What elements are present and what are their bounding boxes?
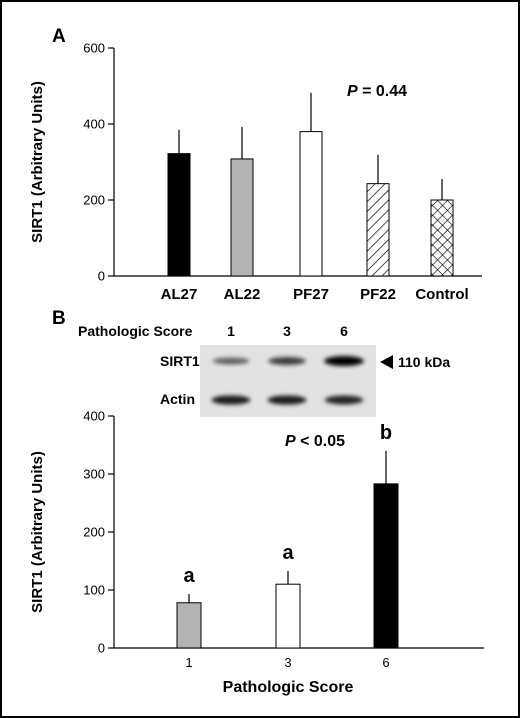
chart-a-x-tick-label: PF22 xyxy=(360,286,396,303)
blot-score-1: 1 xyxy=(227,323,235,339)
chart-a: SIRT1 (Arbitrary Units) P = 0.44 0 200 400… xyxy=(29,41,482,303)
blot-band-sirt1 xyxy=(212,357,250,365)
chart-b-y-tick-label: 300 xyxy=(83,467,105,482)
chart-b: SIRT1 (Arbitrary Units) Pathologic Score… xyxy=(29,409,484,696)
blot-band-sirt1 xyxy=(324,356,364,366)
chart-a-x-tick-label: Control xyxy=(415,286,468,303)
blot-header-label: Pathologic Score xyxy=(78,323,193,339)
chart-b-p-value: P < 0.05 xyxy=(285,433,345,450)
chart-b-x-tick-label: 1 xyxy=(185,655,192,670)
blot-row-label-actin: Actin xyxy=(160,391,195,407)
blot-score-2: 3 xyxy=(283,323,291,339)
chart-b-significance-letter: a xyxy=(183,565,195,587)
blot-row-label-sirt1: SIRT1 xyxy=(160,353,200,369)
chart-a-x-tick-label: PF27 xyxy=(293,286,329,303)
chart-a-bar-al22 xyxy=(230,158,254,277)
chart-a-p-value: P = 0.44 xyxy=(347,83,407,100)
chart-a-x-tick-label: AL27 xyxy=(161,286,198,303)
chart-b-bar-3 xyxy=(275,583,301,649)
chart-a-bar-control xyxy=(430,199,454,277)
blot-marker-label: 110 kDa xyxy=(398,354,450,370)
blot-band-sirt1 xyxy=(268,357,306,365)
marker-arrow-icon xyxy=(380,355,393,369)
chart-a-bar-al27 xyxy=(167,153,191,277)
blot-membrane xyxy=(200,345,376,417)
chart-b-x-tick-label: 3 xyxy=(284,655,291,670)
panel-label-a: A xyxy=(52,26,66,47)
chart-a-y-tick-label: 600 xyxy=(83,41,105,56)
chart-b-y-tick-label: 400 xyxy=(83,409,105,424)
chart-a-bar-pf22 xyxy=(366,183,390,277)
chart-b-y-tick-label: 100 xyxy=(83,583,105,598)
chart-b-bar-6 xyxy=(373,483,399,649)
chart-b-y-axis-label: SIRT1 (Arbitrary Units) xyxy=(29,451,46,613)
chart-a-x-tick-label: AL22 xyxy=(224,286,261,303)
chart-b-significance-letter: b xyxy=(380,422,392,444)
blot-band-actin xyxy=(267,395,307,405)
chart-b-x-axis-label: Pathologic Score xyxy=(223,679,354,696)
chart-b-significance-letter: a xyxy=(282,542,294,564)
chart-a-y-tick-label: 0 xyxy=(98,269,105,284)
chart-a-y-tick-label: 200 xyxy=(83,193,105,208)
chart-b-x-tick-label: 6 xyxy=(382,655,389,670)
chart-a-y-tick-label: 400 xyxy=(83,117,105,132)
chart-a-bar-pf27 xyxy=(299,131,323,277)
chart-a-y-axis-label: SIRT1 (Arbitrary Units) xyxy=(29,81,46,243)
blot-band-actin xyxy=(324,395,364,405)
western-blot: Pathologic Score 1 3 6 SIRT1 Actin 110 k… xyxy=(78,323,450,417)
blot-band-actin xyxy=(211,395,251,405)
blot-score-3: 6 xyxy=(340,323,348,339)
chart-b-bar-1 xyxy=(176,602,202,649)
chart-b-y-tick-label: 200 xyxy=(83,525,105,540)
panel-label-b: B xyxy=(52,308,66,329)
chart-b-y-tick-label: 0 xyxy=(98,641,105,656)
